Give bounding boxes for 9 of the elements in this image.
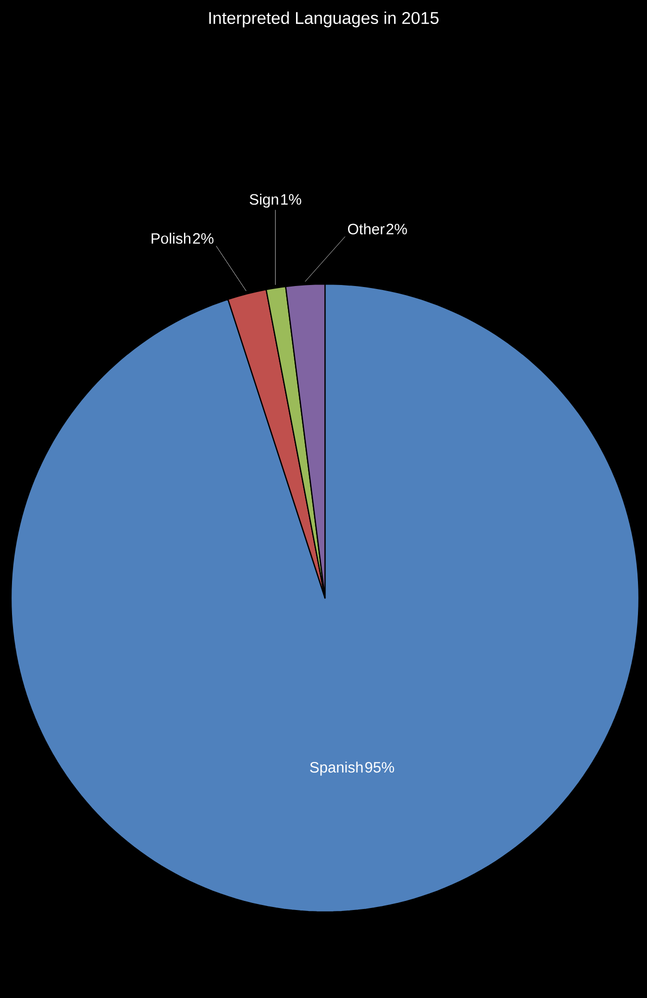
slice-label: Polish — [152, 232, 190, 244]
slice-label: Sign — [250, 194, 278, 208]
data-label: 1% — [281, 194, 302, 205]
slice-label: Other — [348, 223, 385, 234]
data-label: 95% — [365, 762, 394, 773]
slice-label: Spanish — [310, 762, 363, 776]
data-label: 2% — [386, 224, 407, 234]
chart-title: Interpreted Languages in 2015 — [209, 12, 439, 28]
data-label: 2% — [193, 233, 214, 244]
